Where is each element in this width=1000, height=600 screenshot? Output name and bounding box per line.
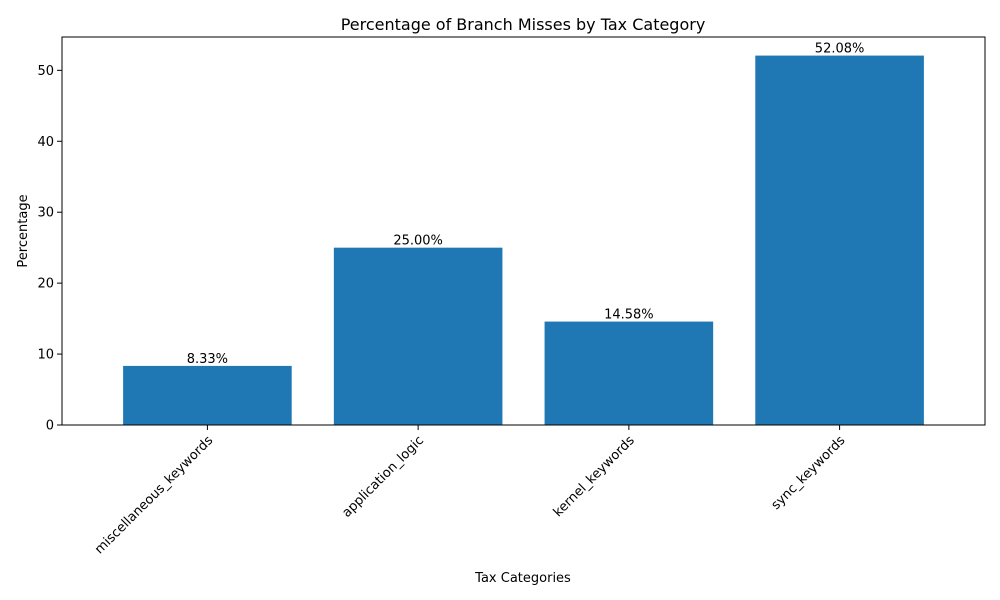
y-tick-label: 30 bbox=[37, 206, 54, 221]
bar-sync_keywords bbox=[755, 55, 924, 425]
bar-miscellaneous_keywords bbox=[123, 365, 292, 425]
x-tick-label: miscellaneous_keywords bbox=[92, 433, 216, 557]
bar-application_logic bbox=[333, 247, 503, 425]
y-tick-label: 0 bbox=[46, 419, 54, 434]
data-labels: 8.33% 25.00% 14.58% 52.08% bbox=[187, 42, 865, 367]
y-tick-label: 10 bbox=[37, 348, 54, 363]
chart-title: Percentage of Branch Misses by Tax Categ… bbox=[341, 15, 706, 34]
data-label-miscellaneous_keywords: 8.33% bbox=[187, 352, 228, 367]
y-axis: 0 10 20 30 40 50 bbox=[37, 64, 62, 434]
y-tick-label: 20 bbox=[37, 277, 54, 292]
x-axis-label: Tax Categories bbox=[474, 571, 571, 586]
y-tick-label: 50 bbox=[37, 64, 54, 79]
x-tick-label: kernel_keywords bbox=[551, 433, 638, 520]
data-label-application_logic: 25.00% bbox=[393, 234, 443, 249]
plot-frame bbox=[61, 36, 986, 426]
x-tick-label: application_logic bbox=[339, 433, 427, 521]
data-label-kernel_keywords: 14.58% bbox=[604, 308, 654, 323]
data-label-sync_keywords: 52.08% bbox=[815, 42, 865, 57]
y-axis-label: Percentage bbox=[16, 194, 31, 267]
bars bbox=[123, 55, 924, 425]
x-axis: miscellaneous_keywords application_logic k… bbox=[92, 425, 849, 557]
x-tick-label: sync_keywords bbox=[769, 433, 849, 513]
bar-kernel_keywords bbox=[544, 321, 714, 425]
y-tick-label: 40 bbox=[37, 135, 54, 150]
